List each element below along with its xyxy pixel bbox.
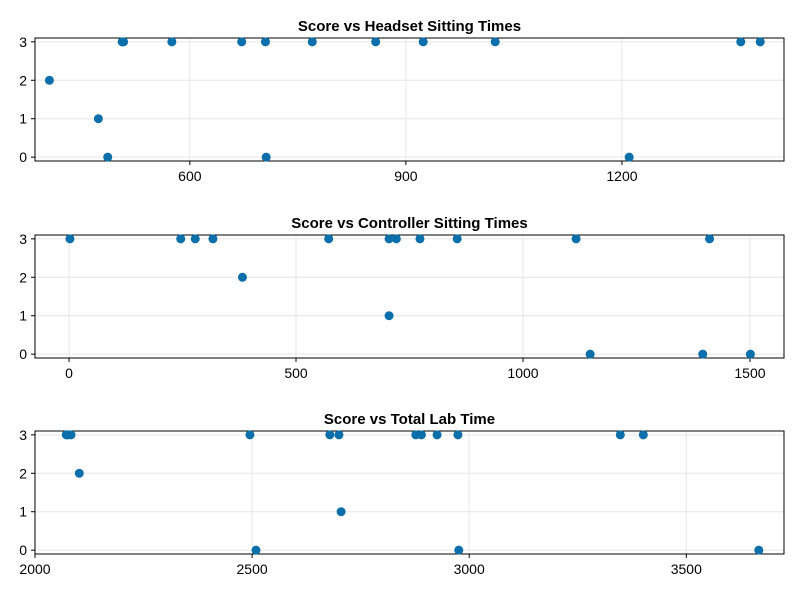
data-point	[336, 507, 346, 517]
y-tick-label: 2	[19, 72, 27, 88]
y-tick-label: 1	[19, 111, 27, 127]
data-point	[638, 430, 648, 440]
data-point	[754, 545, 764, 555]
x-tick-label: 500	[284, 365, 308, 381]
data-point	[260, 37, 270, 47]
x-tick-label: 2000	[19, 561, 50, 577]
y-tick-label: 1	[19, 308, 27, 324]
data-point	[454, 545, 464, 555]
data-point	[208, 234, 218, 244]
data-point	[237, 272, 247, 282]
data-point	[418, 37, 428, 47]
data-point	[705, 234, 715, 244]
data-point	[93, 114, 103, 124]
chart-panel-1: Score vs Headset Sitting Times 600 900 1200…	[19, 18, 785, 184]
data-point	[65, 234, 75, 244]
data-point	[384, 311, 394, 321]
data-point	[452, 234, 462, 244]
x-tick-label: 3500	[671, 561, 702, 577]
data-point	[745, 349, 755, 359]
data-point	[415, 234, 425, 244]
data-point	[571, 234, 581, 244]
data-point	[66, 430, 76, 440]
data-point	[490, 37, 500, 47]
data-point	[245, 430, 255, 440]
data-point	[615, 430, 625, 440]
data-point	[103, 152, 113, 162]
chart-panel-3: Score vs Total Lab Time 2000 2500 3000 3500 0…	[19, 411, 785, 577]
data-point	[119, 37, 129, 47]
x-tick-label: 1000	[507, 365, 538, 381]
data-point	[261, 152, 271, 162]
plot-frame	[34, 430, 785, 555]
y-tick-label: 3	[19, 231, 27, 247]
data-point	[324, 234, 334, 244]
x-tick-label: 600	[178, 168, 202, 184]
plot-frame	[34, 37, 785, 162]
data-point	[585, 349, 595, 359]
y-tick-label: 0	[19, 346, 27, 362]
x-tick-label: 1200	[606, 168, 637, 184]
x-tick-label: 900	[394, 168, 418, 184]
data-point	[755, 37, 765, 47]
data-point	[384, 234, 394, 244]
data-point	[237, 37, 247, 47]
x-tick-label: 3000	[454, 561, 485, 577]
x-tick-label: 2500	[237, 561, 268, 577]
data-point	[334, 430, 344, 440]
data-point	[416, 430, 426, 440]
data-point	[391, 234, 401, 244]
x-tick-label: 0	[65, 365, 73, 381]
chart-title: Score vs Controller Sitting Times	[291, 215, 527, 232]
data-point	[624, 152, 634, 162]
y-tick-label: 3	[19, 427, 27, 443]
y-tick-label: 0	[19, 542, 27, 558]
chart-title: Score vs Headset Sitting Times	[298, 18, 521, 35]
x-tick-label: 1500	[734, 365, 765, 381]
data-point	[251, 545, 261, 555]
y-tick-label: 2	[19, 465, 27, 481]
data-point	[698, 349, 708, 359]
y-tick-label: 2	[19, 269, 27, 285]
chart-title: Score vs Total Lab Time	[324, 411, 495, 428]
data-point	[432, 430, 442, 440]
data-point	[325, 430, 335, 440]
data-point	[176, 234, 186, 244]
data-point	[74, 468, 84, 478]
data-point	[371, 37, 381, 47]
data-point	[44, 75, 54, 85]
y-tick-label: 1	[19, 504, 27, 520]
chart-panel-2: Score vs Controller Sitting Times 0 500 100…	[19, 215, 785, 381]
data-point	[307, 37, 317, 47]
y-tick-label: 0	[19, 149, 27, 165]
plot-frame	[34, 234, 785, 359]
data-point	[736, 37, 746, 47]
data-point	[190, 234, 200, 244]
data-point	[167, 37, 177, 47]
y-tick-label: 3	[19, 34, 27, 50]
data-point	[453, 430, 463, 440]
